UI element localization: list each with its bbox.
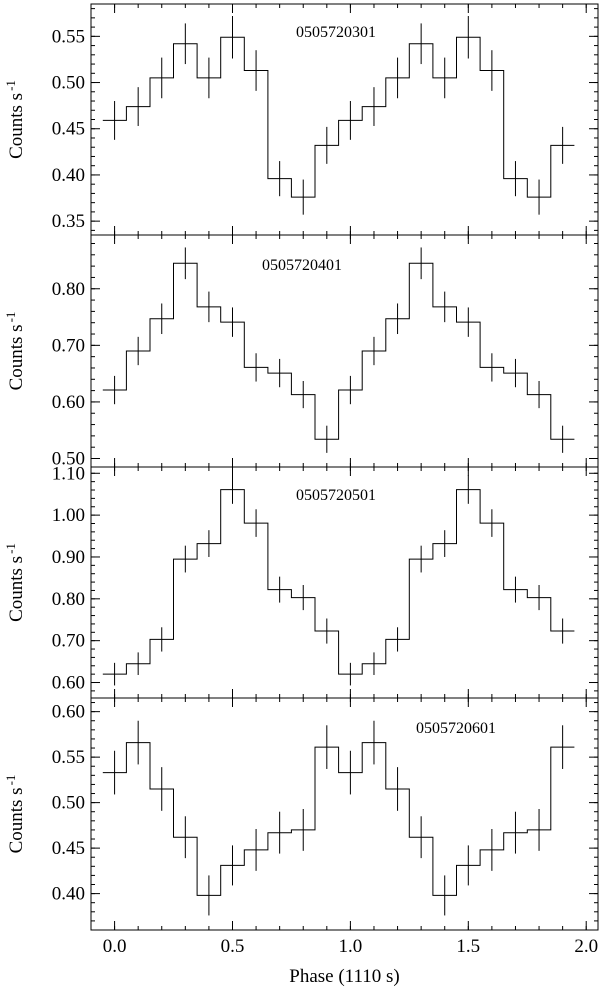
y-tick-label: 0.45 [52,119,85,140]
y-tick-label: 0.70 [52,335,85,356]
y-tick-label: 0.55 [52,747,85,768]
panel-0505720501: 0.60 0.70 0.80 0.90 1.00 1.10 0505720501 Counts… [3,463,599,699]
light-curve-step-line [102,36,575,198]
panel-0505720601: 0.40 0.45 0.50 0.55 0.60 0505720601 Counts s-1 [3,697,599,931]
light-curve-step-line [102,742,575,896]
y-axis-label-text: Counts s [6,556,27,622]
y-axis-label-text: Counts s [6,93,27,159]
y-axis-label-text: Counts s [6,787,27,853]
y-tick-label: 1.10 [52,463,85,484]
panel-0505720401: 0.50 0.60 0.70 0.80 0505720401 Counts s-1 [3,234,599,470]
y-axis-label-sup: -1 [3,543,18,554]
y-tick-label: 0.50 [52,449,85,470]
y-tick-label: 0.70 [52,631,85,652]
panel-0505720301: 0.35 0.40 0.45 0.50 0.55 0505720301 Counts s -1 [3,3,599,236]
y-tick-label: 0.60 [52,392,85,413]
y-axis-label: Counts s-1 [3,312,27,391]
y-tick-label: 0.80 [52,279,85,300]
y-axis-label-text: Counts s [6,324,27,390]
obsid-label: 0505720501 [296,487,376,504]
x-tick-label: 1.0 [339,936,363,957]
y-tick-label: 0.35 [52,211,85,232]
y-tick-label: 0.50 [52,793,85,814]
y-tick-label: 0.40 [52,165,85,186]
y-tick-label: 0.50 [52,73,85,94]
obsid-label: 0505720301 [296,24,376,41]
y-tick-label: 0.60 [52,673,85,694]
y-tick-label: 0.40 [52,884,85,905]
x-tick-label: 1.5 [456,936,480,957]
y-tick-label: 0.90 [52,547,85,568]
y-axis-label: Counts s -1 [3,80,27,159]
y-axis-label-sup: -1 [3,80,18,91]
obsid-label: 0505720601 [416,720,496,737]
y-tick-label: 0.55 [52,26,85,47]
y-tick-label: 0.60 [52,702,85,723]
y-tick-label: 0.45 [52,838,85,859]
x-tick-label: 0.0 [103,936,127,957]
y-axis-label: Counts s-1 [3,775,27,854]
light-curve-step-line [102,262,575,440]
x-tick-label: 0.5 [221,936,245,957]
y-axis-label-sup: -1 [3,312,18,323]
y-tick-label: 1.00 [52,505,85,526]
obsid-label: 0505720401 [262,257,342,274]
x-tick-label: 2.0 [574,936,598,957]
light-curve-step-line [102,489,575,675]
y-tick-label: 0.80 [52,589,85,610]
y-axis-label-sup: -1 [3,775,18,786]
x-axis-label: Phase (1110 s) [289,966,399,987]
panel-frame [90,234,599,468]
y-axis-label: Counts s -1 [3,543,27,622]
panel-frame [90,697,599,931]
